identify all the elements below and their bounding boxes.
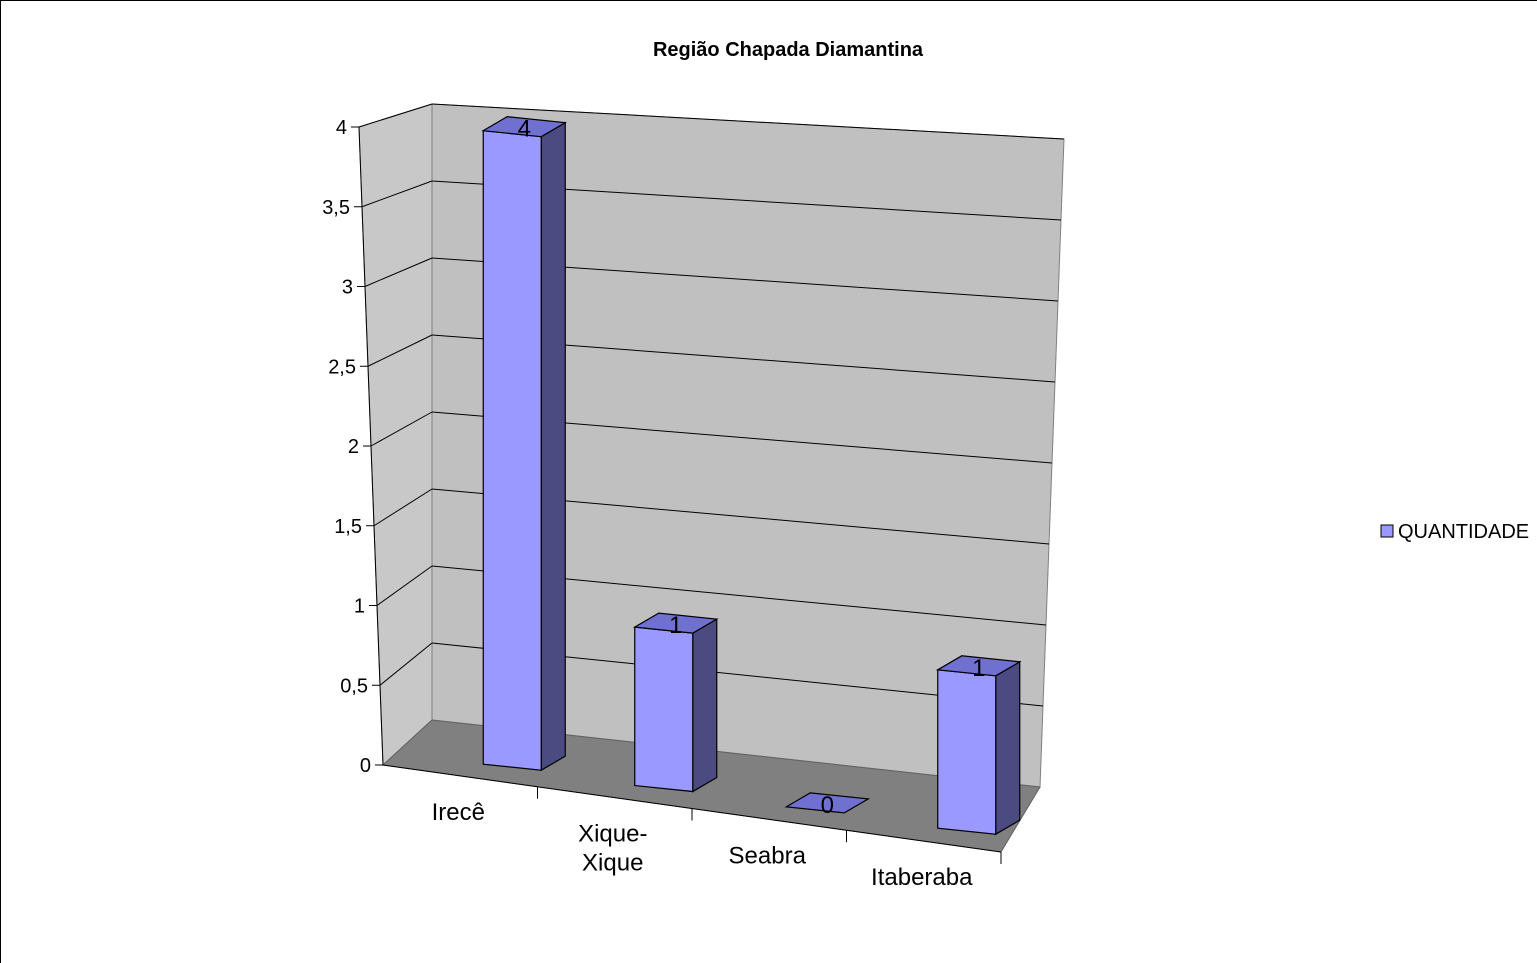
- data-label: 1: [669, 612, 682, 639]
- side-gridline: [364, 257, 433, 287]
- bars: 4 1 0 1: [481, 116, 1022, 836]
- x-tick-label-line: Irecê: [432, 799, 485, 826]
- x-tick-label: Itaberaba: [871, 864, 973, 891]
- legend: QUANTIDADE: [1380, 521, 1529, 543]
- legend-swatch: [1380, 524, 1394, 538]
- bar-front: [937, 669, 997, 835]
- y-tick-label: 3: [342, 277, 353, 299]
- x-tick-label: Seabra: [729, 842, 807, 869]
- bar-front: [482, 129, 542, 771]
- bar-top: [784, 792, 871, 814]
- x-tick-label: Xique-Xique: [578, 821, 647, 877]
- y-tick-label: 2: [348, 436, 359, 458]
- y-tick-label: 3,5: [322, 197, 350, 219]
- bar-side: [995, 660, 1021, 836]
- bar-top: [632, 612, 719, 634]
- side-gridline: [367, 334, 433, 367]
- bar: 0: [784, 792, 871, 819]
- side-gridline: [370, 411, 433, 447]
- bar-side: [692, 618, 718, 793]
- x-tick-label: Irecê: [432, 799, 485, 826]
- x-axis: Irecê Xique-Xique Seabra Itaberaba: [382, 764, 1002, 891]
- bar-side: [540, 121, 566, 772]
- data-label: 4: [518, 116, 531, 143]
- bar-top: [481, 116, 568, 138]
- back-gridline: [431, 103, 1065, 140]
- y-tick-label: 1: [354, 596, 365, 618]
- y-tick-label: 4: [336, 117, 347, 139]
- bar: 1: [632, 612, 719, 793]
- chart-title: Região Chapada Diamantina: [653, 39, 924, 61]
- x-tick-label-line: Seabra: [729, 842, 807, 869]
- side-gridline: [358, 103, 433, 128]
- x-tick-label-line: Xique: [582, 850, 643, 877]
- y-tick-label: 1,5: [334, 516, 362, 538]
- y-tick-label: 2,5: [328, 356, 356, 378]
- y-axis: 0 0,5 1 1,5 2 2,5 3 3,5 4: [322, 117, 384, 777]
- bar: 4: [481, 116, 568, 772]
- x-tick-label-line: Itaberaba: [871, 864, 973, 891]
- y-tick-label: 0,5: [340, 675, 368, 697]
- y-axis-line: [358, 126, 384, 766]
- x-tick-label-line: Xique-: [578, 821, 647, 848]
- side-gridline: [379, 642, 433, 686]
- legend-label: QUANTIDADE: [1398, 521, 1529, 543]
- side-gridline: [373, 488, 433, 527]
- bar: 1: [935, 655, 1022, 836]
- side-gridline: [376, 565, 433, 606]
- data-label: 1: [972, 655, 985, 682]
- side-gridline: [361, 180, 433, 208]
- data-label: 0: [821, 792, 834, 819]
- y-tick-label: 0: [360, 755, 371, 777]
- bar-top: [935, 655, 1022, 677]
- bar-front: [634, 626, 694, 793]
- side-wall: [358, 103, 433, 767]
